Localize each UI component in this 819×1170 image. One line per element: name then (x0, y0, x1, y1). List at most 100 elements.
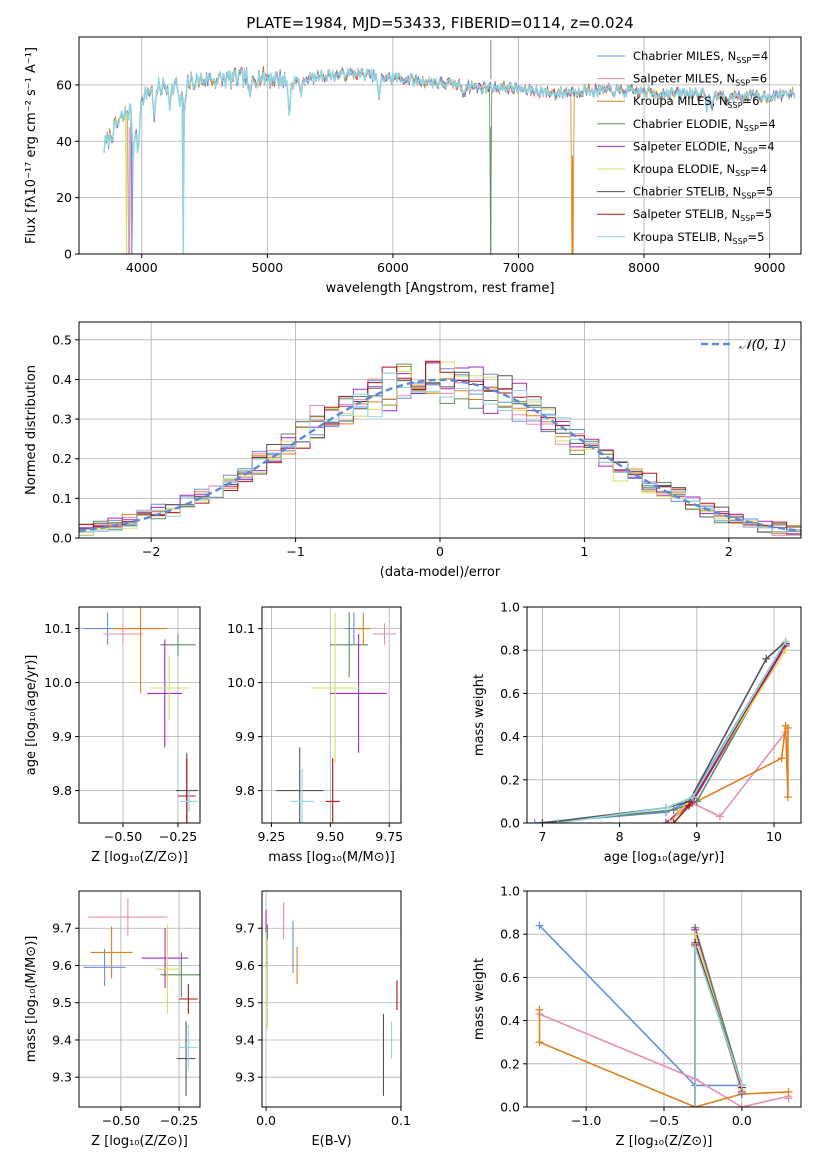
mass-vs-EBV-panel: 0.0 0.1 9.3 9.4 9.5 9.6 9.7 E(B-V) (235, 890, 411, 1149)
massweight-vs-Z-ytick-label: 0.8 (500, 927, 520, 942)
residual-histogram-xtick-label: 1 (580, 544, 588, 559)
massweight-vs-age-marker (553, 819, 562, 823)
massweight-vs-Z-xtick-label: −0.5 (649, 1113, 679, 1128)
massweight-vs-Z-marker (691, 930, 700, 939)
massweight-vs-Z-marker (535, 1005, 544, 1014)
massweight-vs-Z-xlabel: Z [log₁₀(Z/Z⊙)] (616, 1134, 713, 1149)
spectrum-ytick-label: 20 (56, 190, 72, 205)
massweight-vs-age-marker (783, 793, 792, 802)
massweight-vs-age-series-0 (534, 641, 787, 823)
massweight-vs-Z-plot-area (535, 921, 793, 1107)
massweight-vs-age-ytick-label: 1.0 (500, 600, 520, 615)
age-vs-Z-ytick-label: 10.1 (44, 621, 72, 636)
mass-vs-Z-point-5 (155, 924, 180, 1014)
massweight-vs-Z-ytick-label: 1.0 (500, 884, 520, 899)
age-vs-mass-point-1 (372, 623, 397, 645)
age-vs-Z-plot-area (83, 607, 198, 823)
residual-histogram-xtick-label: −1 (286, 544, 304, 559)
legend-label-0: Chabrier MILES, NSSP=4 (633, 49, 768, 65)
residual-histogram-xtick-label: −2 (142, 544, 160, 559)
legend-label-base: Chabrier ELODIE, N (633, 117, 744, 131)
legend-label-sub: SSP (728, 101, 743, 110)
age-vs-mass-point-8 (290, 769, 314, 823)
mass-vs-EBV-frame (261, 890, 402, 1108)
spectrum-ylabel: Flux [fλ10⁻¹⁷ erg cm⁻² s⁻¹ A⁻¹] (24, 47, 39, 244)
legend-label-2: Kroupa MILES, NSSP=6 (633, 94, 759, 110)
massweight-vs-age-marker (762, 654, 771, 663)
age-vs-Z-frame (78, 606, 201, 824)
age-vs-mass-frame (261, 606, 402, 824)
massweight-vs-age-marker (530, 819, 539, 823)
mass-vs-Z-ytick-label: 9.5 (52, 995, 72, 1010)
residual-histogram-ytick-label: 0.1 (52, 491, 72, 506)
massweight-vs-Z-marker (535, 921, 544, 930)
legend-label-5: Kroupa ELODIE, NSSP=4 (633, 162, 767, 178)
legend-label-suffix: =4 (758, 139, 775, 153)
massweight-vs-age-frame (526, 606, 802, 824)
spectrum-frame (78, 36, 802, 255)
age-vs-Z-point-5 (149, 655, 189, 721)
age-vs-mass-xtick-label: 9.25 (258, 829, 286, 844)
residual-histogram-plot-area (79, 360, 801, 538)
mass-vs-EBV-grid (262, 891, 402, 1107)
massweight-vs-Z-ylabel: mass weight (472, 958, 487, 1040)
spectrum-xtick-label: 9000 (754, 260, 786, 275)
residual-histogram-xtick-label: 0 (436, 544, 444, 559)
massweight-vs-age-xlabel: age [log₁₀(age/yr)] (604, 850, 725, 865)
massweight-vs-age-marker (538, 819, 547, 823)
mass-vs-Z-xtick-label: −0.25 (160, 1113, 198, 1128)
massweight-vs-Z-xtick-label: 0.0 (732, 1113, 752, 1128)
age-vs-Z-xtick-label: −0.25 (159, 829, 197, 844)
mass-vs-EBV-ytick-label: 9.6 (235, 958, 255, 973)
massweight-vs-age-ytick-label: 0.6 (500, 686, 520, 701)
mass-vs-Z-point-2 (90, 926, 133, 979)
legend-label-suffix: =6 (743, 94, 760, 108)
mass-vs-Z-ytick-label: 9.6 (52, 958, 72, 973)
histogram-series-8 (79, 372, 801, 538)
age-vs-Z-point-7 (178, 758, 196, 823)
massweight-vs-Z-marker (784, 1087, 793, 1096)
legend-label-sub: SSP (736, 56, 751, 65)
age-vs-Z-point-4 (147, 639, 183, 748)
massweight-vs-age-marker (777, 754, 786, 763)
mass-vs-Z-point-8 (179, 1025, 198, 1070)
massweight-vs-age-marker (661, 819, 670, 823)
age-vs-Z-ylabel: age [log₁₀(age/yr)] (24, 655, 39, 776)
legend-label-base: Chabrier MILES, N (633, 49, 736, 63)
age-vs-mass-xtick-label: 9.50 (316, 829, 344, 844)
age-vs-mass-xlabel: mass [log₁₀(M/M⊙)] (268, 850, 395, 865)
residual-histogram-xtick-label: 2 (725, 544, 733, 559)
age-vs-Z-xlabel: Z [log₁₀(Z/Z⊙)] (91, 850, 188, 865)
spectrum-xtick-label: 5000 (251, 260, 283, 275)
age-vs-mass-panel: 9.25 9.50 9.75 9.8 9.9 10.0 10.1 mass [log₁₀(M/… (227, 606, 403, 865)
gaussian-reference-curve (79, 378, 801, 533)
massweight-vs-age-marker (783, 723, 792, 732)
age-vs-Z-point-2 (114, 607, 167, 694)
massweight-vs-age-marker (688, 793, 697, 802)
age-vs-mass-point-7 (325, 758, 340, 823)
massweight-vs-Z-marker (737, 1103, 746, 1107)
massweight-vs-Z-xtick-label: −1.0 (571, 1113, 601, 1128)
residual-histogram-ytick-label: 0.0 (52, 531, 72, 546)
massweight-vs-Z-marker (737, 1081, 746, 1090)
mass-vs-Z-point-6 (176, 1021, 196, 1096)
mass-vs-Z-panel: −0.50 −0.25 9.3 9.4 9.5 9.6 9.7 Z [log₁₀(Z/Z⊙)]… (24, 890, 201, 1149)
massweight-vs-age-marker (685, 801, 694, 810)
residual-histogram-panel: −2 −1 0 1 2 0.0 0.1 0.2 0.3 0.4 0.5 (data-model)/er… (24, 321, 802, 580)
legend-label-suffix: =5 (756, 185, 773, 199)
massweight-vs-Z-ytick-label: 0.6 (500, 970, 520, 985)
legend-label-base: Kroupa STELIB, N (633, 230, 733, 244)
mass-vs-EBV-ytick-label: 9.3 (235, 1070, 255, 1085)
mass-vs-EBV-xtick-label: 0.0 (256, 1113, 276, 1128)
legend-label-base: Chabrier STELIB, N (633, 185, 741, 199)
mass-vs-Z-ytick-label: 9.4 (52, 1032, 72, 1047)
residual-histogram-ytick-label: 0.3 (52, 412, 72, 427)
massweight-vs-age-grid (527, 606, 801, 824)
residual-histogram-ytick-label: 0.5 (52, 332, 72, 347)
age-vs-mass-point-5 (311, 612, 359, 764)
massweight-vs-Z-marker (691, 943, 700, 952)
age-vs-mass-ytick-label: 9.9 (235, 729, 255, 744)
residual-histogram-ylabel: Normed distribution (24, 365, 39, 495)
massweight-vs-age-panel: 7 8 9 10 0.0 0.2 0.4 0.6 0.8 1.0 age [log₁₀(age/yr… (472, 600, 802, 865)
residual-histogram-ytick-label: 0.4 (52, 372, 72, 387)
